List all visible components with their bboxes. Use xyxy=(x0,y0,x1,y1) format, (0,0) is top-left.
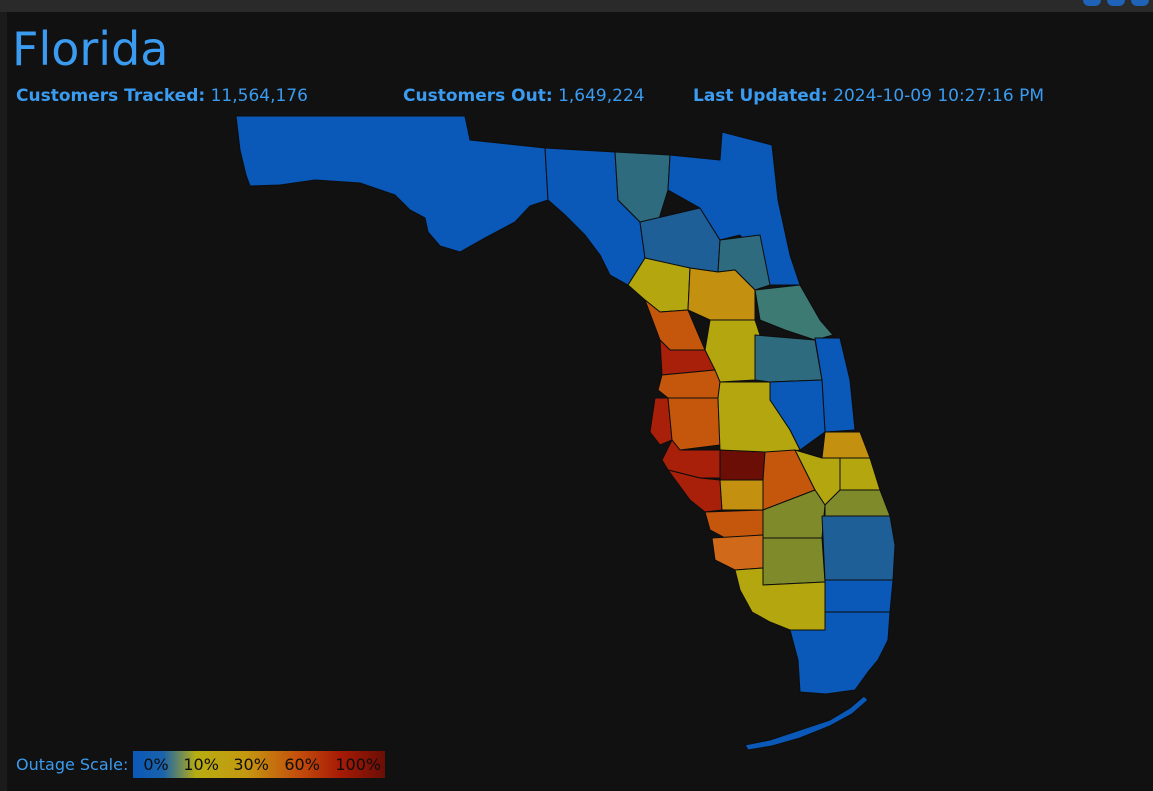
county-region-miami-dade[interactable] xyxy=(789,611,891,695)
scale-tick-0: 0% xyxy=(143,755,169,774)
customers-out-stat: Customers Out: 1,649,224 xyxy=(403,84,645,108)
outage-scale-legend: Outage Scale: 0% 10% 30% 60% 100% xyxy=(16,751,386,778)
window-top-bar xyxy=(0,0,1153,12)
outage-scale-bar: 0% 10% 30% 60% 100% xyxy=(133,751,386,778)
toolbar-icon[interactable] xyxy=(1107,0,1125,6)
florida-keys[interactable] xyxy=(744,695,869,751)
customers-out-value: 1,649,224 xyxy=(558,86,645,106)
county-region-desoto[interactable] xyxy=(719,479,764,511)
county-region-indian-river[interactable] xyxy=(821,431,871,459)
scale-tick-10: 10% xyxy=(183,755,219,774)
customers-out-label: Customers Out: xyxy=(403,86,553,106)
county-region-palm-beach-north[interactable] xyxy=(824,489,891,517)
county-region-panhandle-west[interactable] xyxy=(235,115,549,253)
last-updated-stat: Last Updated: 2024-10-09 10:27:16 PM xyxy=(693,84,1044,108)
window-left-edge xyxy=(0,12,7,791)
toolbar-icon[interactable] xyxy=(1131,0,1149,6)
county-region-martin[interactable] xyxy=(839,457,881,491)
county-region-broward[interactable] xyxy=(824,579,894,613)
scale-tick-30: 30% xyxy=(233,755,269,774)
toolbar-icon[interactable] xyxy=(1083,0,1101,6)
scale-tick-100: 100% xyxy=(335,755,382,774)
county-region-charlotte[interactable] xyxy=(704,509,764,539)
page-title: Florida xyxy=(12,22,169,76)
last-updated-value: 2024-10-09 10:27:16 PM xyxy=(833,86,1044,106)
county-region-orange[interactable] xyxy=(754,334,823,383)
county-region-hillsborough[interactable] xyxy=(667,397,721,451)
county-region-volusia-coast[interactable] xyxy=(754,284,834,341)
county-region-pasco[interactable] xyxy=(659,339,716,376)
last-updated-label: Last Updated: xyxy=(693,86,828,106)
outage-scale-label: Outage Scale: xyxy=(16,755,129,774)
county-region-manatee[interactable] xyxy=(661,439,721,479)
county-region-lee[interactable] xyxy=(711,534,764,571)
county-region-hardee[interactable] xyxy=(719,449,766,481)
customers-tracked-value: 11,564,176 xyxy=(210,86,308,106)
customers-tracked-label: Customers Tracked: xyxy=(16,86,206,106)
county-region-pinellas[interactable] xyxy=(649,397,673,446)
county-region-hillsborough-north[interactable] xyxy=(657,369,721,399)
county-region-hendry[interactable] xyxy=(762,537,826,586)
county-region-polk[interactable] xyxy=(717,381,801,456)
county-region-northeast[interactable] xyxy=(667,131,801,286)
county-region-marion[interactable] xyxy=(687,267,756,321)
scale-tick-60: 60% xyxy=(284,755,320,774)
customers-tracked-stat: Customers Tracked: 11,564,176 xyxy=(16,84,308,108)
county-region-palm-beach[interactable] xyxy=(821,515,896,581)
